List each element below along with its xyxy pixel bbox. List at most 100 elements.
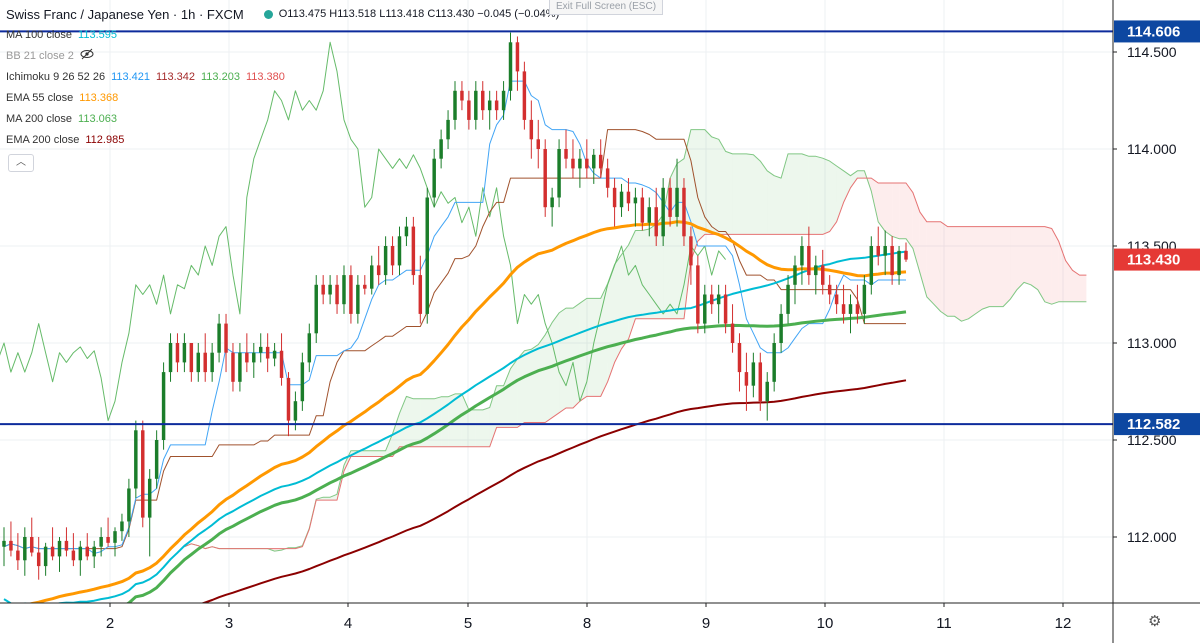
candle-down	[9, 521, 13, 557]
exit-full-screen-button[interactable]: Exit Full Screen (ESC)	[549, 0, 664, 15]
y-tick-label: 114.000	[1127, 141, 1177, 157]
collapse-legend-button[interactable]: ︿	[8, 154, 34, 172]
candle-body	[418, 275, 423, 314]
candle-down	[245, 333, 249, 373]
gear-icon[interactable]: ⚙	[1148, 613, 1162, 630]
candle-down	[598, 139, 603, 179]
candle-body	[71, 550, 76, 561]
candle-body	[647, 207, 652, 223]
candle-body	[258, 346, 263, 353]
candle-down	[36, 537, 41, 580]
y-tick-label: 114.500	[1127, 44, 1177, 60]
candle-down	[106, 517, 110, 547]
indicator-value: 113.368	[79, 92, 119, 104]
candle-body	[64, 540, 69, 551]
candle-body	[661, 187, 665, 237]
ohlc-readout: O113.475 H113.518 L113.418 C113.430 −0.0…	[278, 8, 560, 20]
candle-body	[57, 540, 62, 557]
indicator-row[interactable]: MA 200 close 113.063	[6, 109, 559, 130]
cloud-segment	[566, 308, 573, 408]
candle-up	[2, 527, 6, 567]
candle-down	[585, 139, 589, 179]
candle-body	[432, 158, 436, 198]
x-tick-label: 11	[936, 615, 952, 632]
candle-body	[668, 187, 672, 217]
candle-down	[543, 139, 547, 217]
cloud-segment	[926, 221, 934, 305]
indicator-rows: MA 100 close 113.595 BB 21 close 2 Ichimoku…	[6, 25, 559, 151]
candle-down	[723, 284, 728, 334]
candle-body	[716, 294, 721, 305]
cloud-segment	[919, 212, 927, 297]
symbol-title: Swiss Franc / Japanese Yen · 1h · FXCM	[6, 7, 244, 22]
candle-body	[855, 304, 860, 314]
candle-down	[821, 249, 825, 295]
cloud-segment	[892, 182, 900, 239]
ichimoku-span-a	[184, 129, 1087, 552]
eye-crossed-icon[interactable]	[80, 46, 94, 67]
candle-down	[841, 284, 846, 324]
candle-down	[834, 284, 839, 314]
candle-down	[605, 158, 610, 198]
cloud-segment	[323, 497, 331, 501]
candle-body	[16, 550, 20, 561]
indicator-value: 113.203	[200, 71, 240, 83]
candle-up	[848, 294, 853, 334]
candle-body	[397, 236, 402, 266]
indicator-row[interactable]: EMA 55 close 113.368	[6, 88, 559, 109]
cloud-segment	[1044, 226, 1052, 305]
candle-down	[71, 533, 76, 567]
cloud-segment	[670, 163, 678, 319]
candle-up	[168, 333, 173, 382]
cloud-segment	[614, 254, 622, 363]
candle-body	[709, 294, 714, 305]
price-tag-label: 113.430	[1127, 252, 1180, 269]
cloud-segment	[822, 158, 830, 235]
cloud-segment	[649, 224, 657, 319]
candle-down	[536, 119, 540, 169]
candle-down	[50, 527, 55, 561]
cloud-segment	[760, 161, 768, 235]
cloud-segment	[524, 349, 532, 423]
candle-down	[467, 90, 471, 130]
candle-down	[758, 352, 763, 411]
x-tick-label: 4	[344, 615, 352, 632]
candle-down	[231, 343, 235, 392]
indicator-row[interactable]: MA 100 close 113.595	[6, 25, 559, 46]
candle-down	[321, 275, 325, 305]
indicator-row[interactable]: Ichimoku 9 26 52 26 113.421 113.342 113.203…	[6, 67, 559, 88]
candle-up	[578, 149, 582, 188]
cloud-segment	[510, 359, 518, 428]
cloud-segment	[364, 450, 372, 457]
indicator-label: Ichimoku 9 26 52 26	[6, 71, 106, 83]
candle-up	[120, 513, 124, 541]
candle-body	[467, 100, 471, 120]
candle-body	[598, 154, 603, 169]
candle-up	[897, 246, 901, 285]
indicator-row[interactable]: EMA 200 close 112.985	[6, 130, 559, 151]
candle-up	[127, 478, 131, 537]
candle-down	[494, 90, 499, 120]
candle-down	[189, 343, 194, 382]
cloud-segment	[857, 170, 865, 179]
cloud-segment	[906, 182, 913, 249]
candle-body	[411, 226, 416, 276]
indicator-row[interactable]: BB 21 close 2	[6, 46, 559, 67]
candle-down	[744, 352, 749, 411]
cloud-segment	[788, 153, 795, 235]
candle-body	[765, 381, 769, 402]
candle-up	[147, 469, 152, 557]
candle-body	[508, 42, 513, 91]
candle-body	[494, 100, 499, 111]
candle-body	[217, 323, 221, 353]
ma-100-line	[3, 250, 907, 609]
cloud-segment	[697, 129, 705, 242]
candle-up	[328, 275, 332, 305]
cloud-segment	[774, 175, 782, 235]
candle-body	[793, 265, 797, 285]
cloud-segment	[475, 409, 483, 447]
candle-up	[869, 236, 874, 295]
cloud-segment	[982, 226, 990, 310]
